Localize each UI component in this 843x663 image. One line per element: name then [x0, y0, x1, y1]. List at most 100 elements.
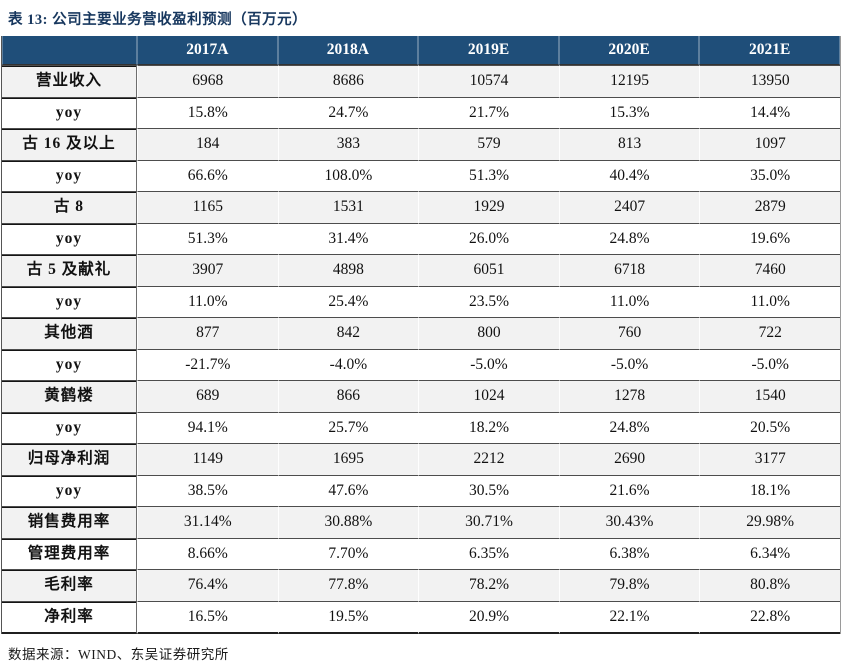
- table-row: yoy 51.3% 31.4% 26.0% 24.8% 19.6%: [2, 222, 840, 254]
- cell-value: 24.7%: [277, 96, 419, 128]
- table-row: 净利率 16.5% 19.5% 20.9% 22.1% 22.8%: [2, 600, 840, 634]
- cell-value: 78.2%: [418, 569, 559, 601]
- cell-value: 1278: [558, 380, 700, 412]
- cell-value: 35.0%: [699, 159, 840, 191]
- row-label: yoy: [2, 411, 137, 443]
- cell-value: 383: [277, 128, 419, 160]
- cell-value: -4.0%: [277, 348, 419, 380]
- cell-value: 11.0%: [137, 285, 278, 317]
- row-label: 管理费用率: [2, 537, 137, 569]
- cell-value: 11.0%: [558, 285, 700, 317]
- table-row: yoy 94.1% 25.7% 18.2% 24.8% 20.5%: [2, 411, 840, 443]
- cell-value: 20.5%: [699, 411, 840, 443]
- cell-value: 19.5%: [277, 600, 419, 634]
- row-label-column-header: [2, 36, 137, 65]
- row-label: 古 8: [2, 191, 137, 223]
- cell-value: 29.98%: [699, 506, 840, 538]
- row-label: yoy: [2, 348, 137, 380]
- table-row: 归母净利润 1149 1695 2212 2690 3177: [2, 443, 840, 475]
- cell-value: 51.3%: [418, 159, 559, 191]
- table-row: 古 16 及以上 184 383 579 813 1097: [2, 128, 840, 160]
- cell-value: 579: [418, 128, 559, 160]
- table-row: yoy -21.7% -4.0% -5.0% -5.0% -5.0%: [2, 348, 840, 380]
- cell-value: 21.6%: [558, 474, 700, 506]
- cell-value: 1024: [418, 380, 559, 412]
- cell-value: 6968: [137, 65, 278, 97]
- year-column-header: 2021E: [699, 36, 840, 65]
- cell-value: 7460: [699, 254, 840, 286]
- cell-value: 1097: [699, 128, 840, 160]
- table-title: 表 13: 公司主要业务营收盈利预测（百万元）: [8, 12, 308, 28]
- cell-value: 1165: [137, 191, 278, 223]
- table-row: 古 8 1165 1531 1929 2407 2879: [2, 191, 840, 223]
- cell-value: 10574: [418, 65, 559, 97]
- forecast-table: 2017A 2018A 2019E 2020E 2021E 营业收入 6968 8686 10…: [1, 36, 841, 634]
- cell-value: 2690: [558, 443, 700, 475]
- cell-value: 689: [137, 380, 278, 412]
- cell-value: 800: [418, 317, 559, 349]
- row-label: 古 16 及以上: [2, 128, 137, 160]
- cell-value: 11.0%: [699, 285, 840, 317]
- cell-value: 24.8%: [558, 222, 700, 254]
- cell-value: 6718: [558, 254, 700, 286]
- year-column-header: 2018A: [277, 36, 419, 65]
- cell-value: 813: [558, 128, 700, 160]
- cell-value: 2879: [699, 191, 840, 223]
- cell-value: 20.9%: [418, 600, 559, 634]
- cell-value: 30.71%: [418, 506, 559, 538]
- cell-value: 47.6%: [277, 474, 419, 506]
- table-row: yoy 66.6% 108.0% 51.3% 40.4% 35.0%: [2, 159, 840, 191]
- cell-value: 40.4%: [558, 159, 700, 191]
- cell-value: 30.88%: [277, 506, 419, 538]
- cell-value: 3907: [137, 254, 278, 286]
- cell-value: 76.4%: [137, 569, 278, 601]
- cell-value: 80.8%: [699, 569, 840, 601]
- table-row: 营业收入 6968 8686 10574 12195 13950: [2, 65, 840, 97]
- cell-value: 6.34%: [699, 537, 840, 569]
- cell-value: 1149: [137, 443, 278, 475]
- cell-value: 18.1%: [699, 474, 840, 506]
- cell-value: 15.8%: [137, 96, 278, 128]
- cell-value: 22.1%: [558, 600, 700, 634]
- row-label: 其他酒: [2, 317, 137, 349]
- row-label: yoy: [2, 159, 137, 191]
- cell-value: 31.4%: [277, 222, 419, 254]
- row-label: yoy: [2, 96, 137, 128]
- cell-value: 842: [277, 317, 419, 349]
- cell-value: 25.4%: [277, 285, 419, 317]
- cell-value: 94.1%: [137, 411, 278, 443]
- row-label: 毛利率: [2, 569, 137, 601]
- table-row: yoy 11.0% 25.4% 23.5% 11.0% 11.0%: [2, 285, 840, 317]
- cell-value: 77.8%: [277, 569, 419, 601]
- cell-value: 38.5%: [137, 474, 278, 506]
- cell-value: -5.0%: [418, 348, 559, 380]
- year-column-header: 2019E: [418, 36, 559, 65]
- cell-value: 4898: [277, 254, 419, 286]
- cell-value: 15.3%: [558, 96, 700, 128]
- cell-value: 866: [277, 380, 419, 412]
- cell-value: 30.5%: [418, 474, 559, 506]
- cell-value: -5.0%: [558, 348, 700, 380]
- row-label: yoy: [2, 222, 137, 254]
- table-row: 销售费用率 31.14% 30.88% 30.71% 30.43% 29.98%: [2, 506, 840, 538]
- row-label: 净利率: [2, 600, 137, 634]
- cell-value: 12195: [558, 65, 700, 97]
- cell-value: 7.70%: [277, 537, 419, 569]
- cell-value: 8.66%: [137, 537, 278, 569]
- cell-value: 6051: [418, 254, 559, 286]
- table-row: 黄鹤楼 689 866 1024 1278 1540: [2, 380, 840, 412]
- cell-value: 877: [137, 317, 278, 349]
- table-body: 营业收入 6968 8686 10574 12195 13950 yoy 15.8% 24.7%…: [2, 65, 840, 634]
- year-column-header: 2020E: [558, 36, 700, 65]
- row-label: 归母净利润: [2, 443, 137, 475]
- cell-value: 760: [558, 317, 700, 349]
- header-row: 2017A 2018A 2019E 2020E 2021E: [2, 36, 840, 65]
- cell-value: 16.5%: [137, 600, 278, 634]
- cell-value: 108.0%: [277, 159, 419, 191]
- cell-value: 22.8%: [699, 600, 840, 634]
- table-row: yoy 15.8% 24.7% 21.7% 15.3% 14.4%: [2, 96, 840, 128]
- cell-value: 30.43%: [558, 506, 700, 538]
- cell-value: 24.8%: [558, 411, 700, 443]
- cell-value: 51.3%: [137, 222, 278, 254]
